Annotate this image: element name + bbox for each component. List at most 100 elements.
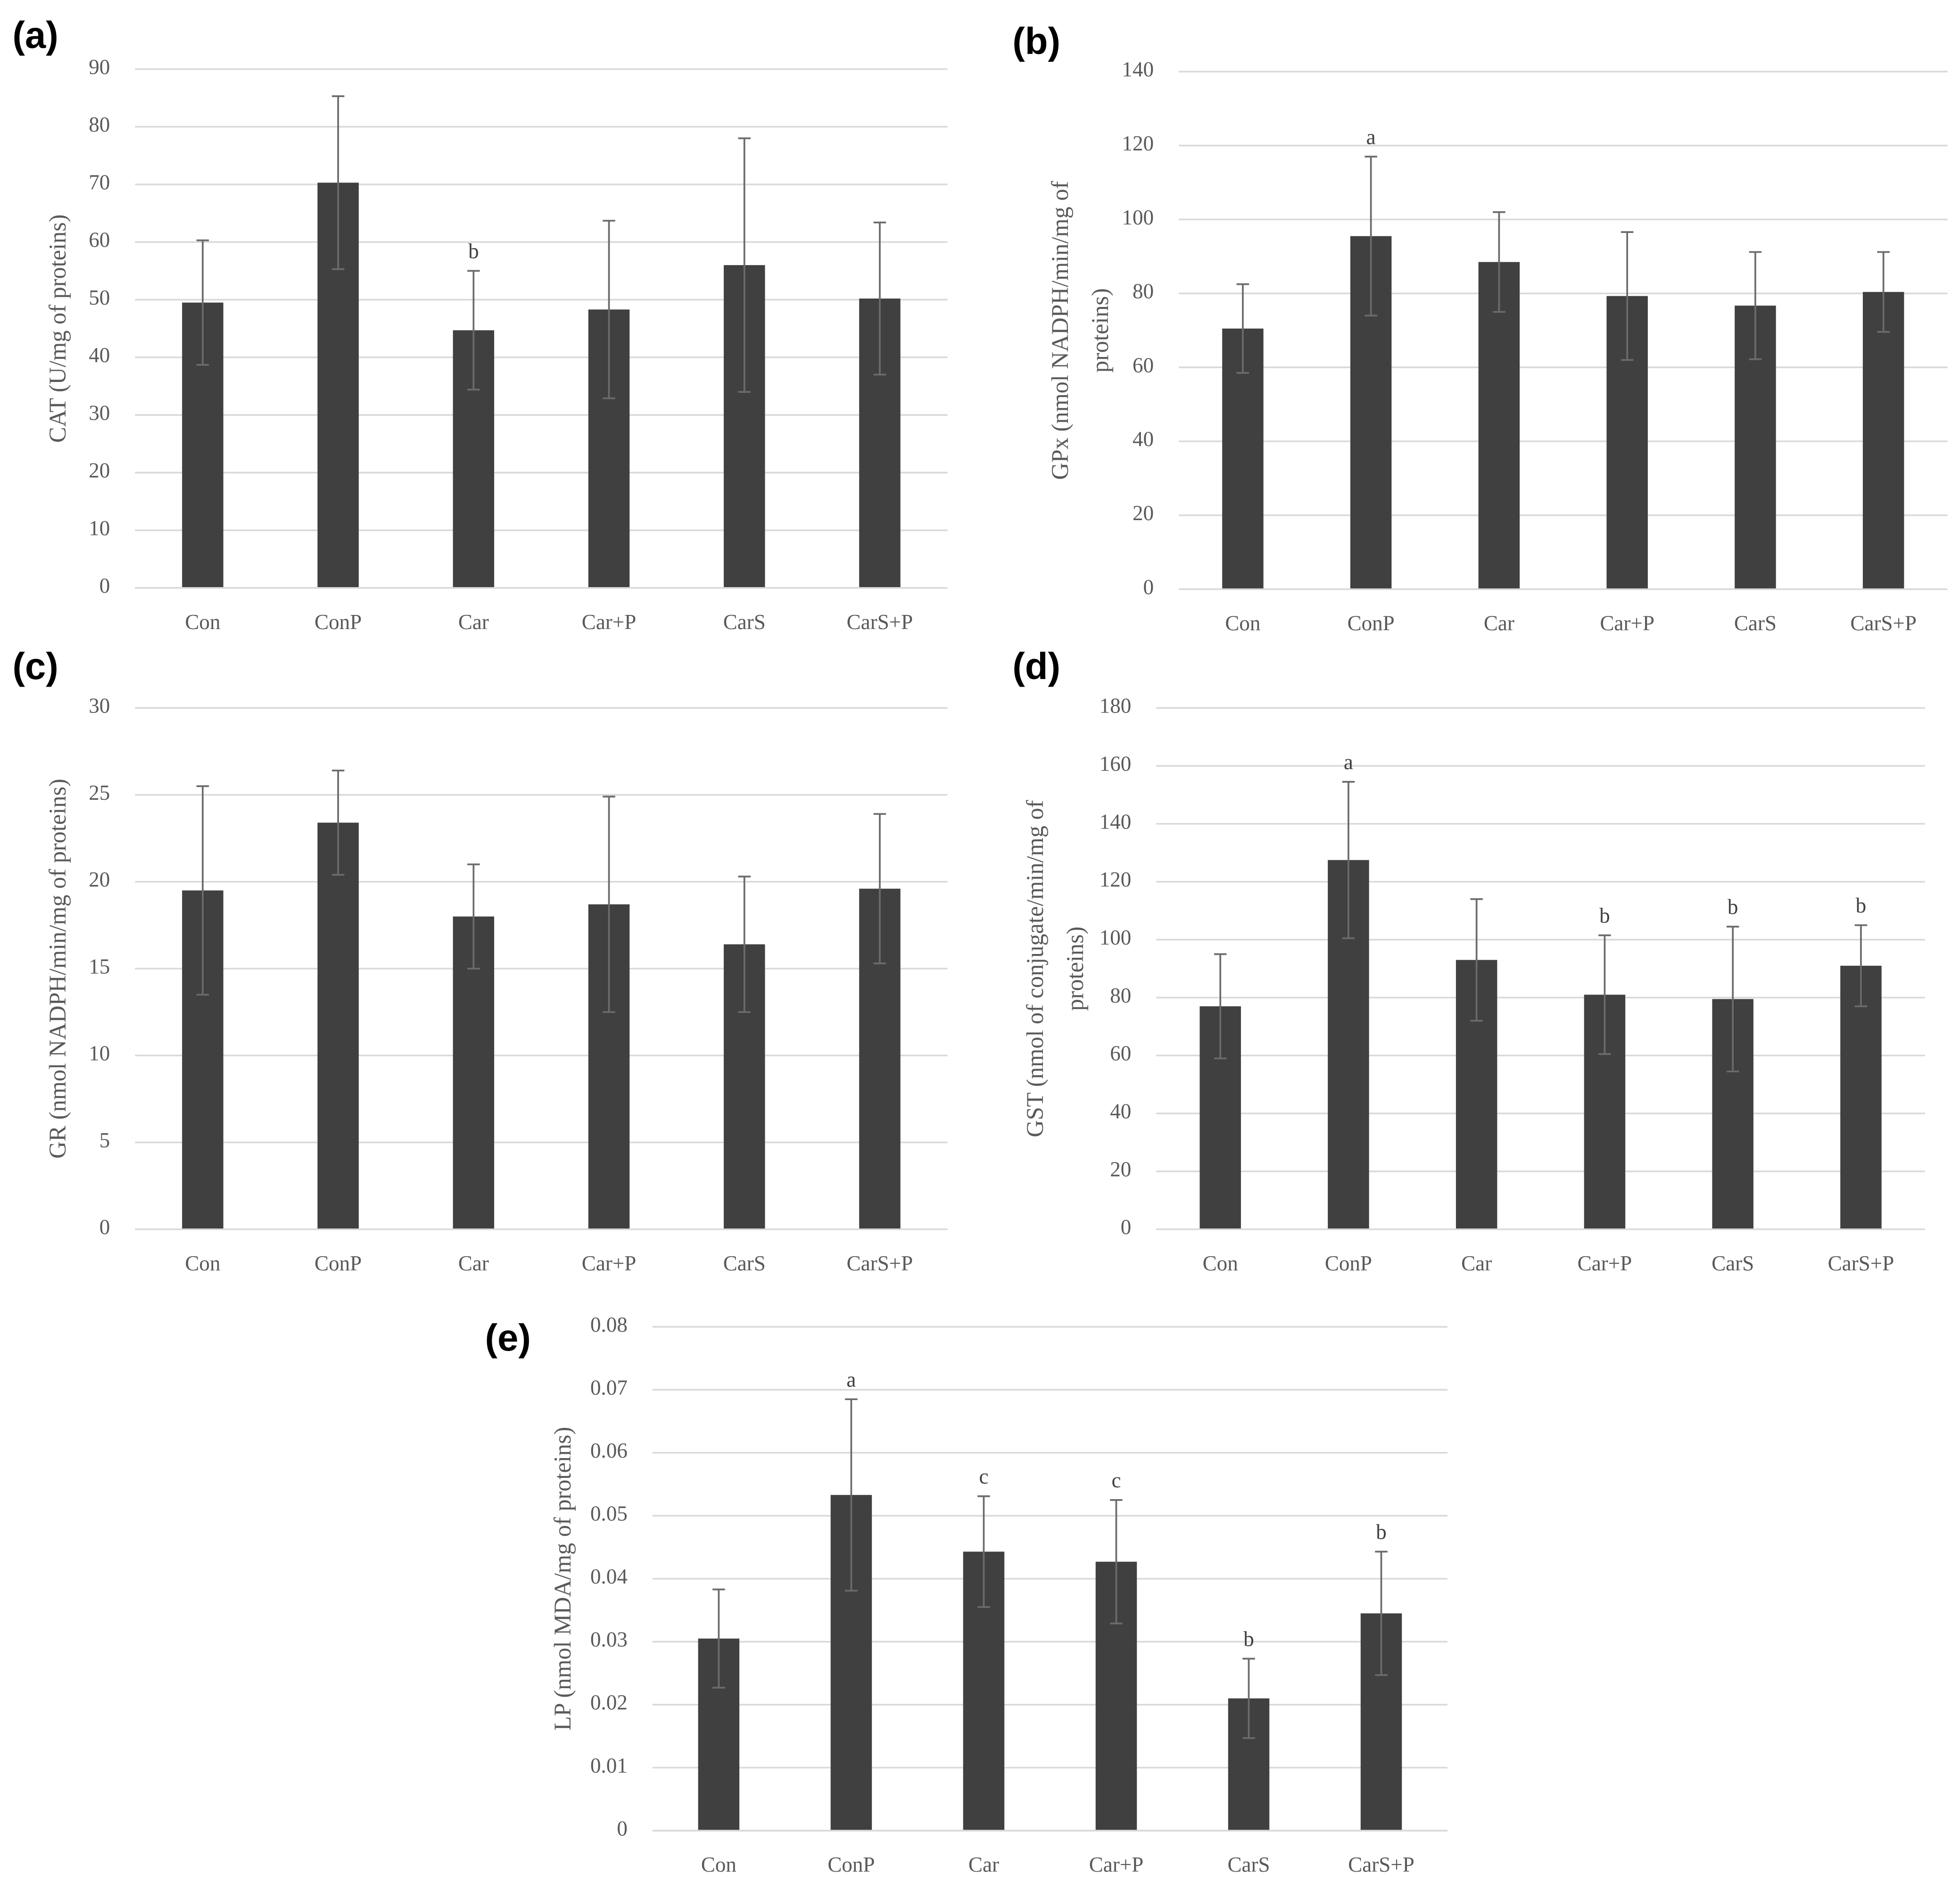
panel-label: (e) — [485, 1317, 531, 1359]
error-bar — [467, 863, 480, 970]
y-tick-label: 140 — [1100, 810, 1132, 833]
y-tick-label: 0.05 — [590, 1502, 628, 1526]
error-bar — [1877, 251, 1890, 333]
y-tick-label: 10 — [89, 1042, 110, 1065]
x-tick-label: ConP — [314, 610, 362, 634]
y-tick-label: 20 — [1133, 501, 1154, 525]
error-bar — [603, 220, 615, 399]
bar — [1862, 292, 1904, 589]
annotation: b — [1856, 894, 1867, 917]
y-tick-label: 15 — [89, 954, 110, 978]
x-tick-label: Car+P — [1600, 612, 1654, 635]
y-tick-label: 40 — [89, 343, 110, 367]
y-tick-label: 70 — [89, 170, 110, 194]
panel-label: (a) — [13, 14, 58, 56]
error-bar — [1214, 953, 1227, 1060]
y-tick-label: 20 — [1110, 1157, 1131, 1181]
x-tick-label: CarS — [723, 610, 766, 634]
y-tick-label: 120 — [1122, 132, 1154, 155]
x-tick-label: Car+P — [1089, 1853, 1144, 1876]
error-bar — [1470, 898, 1483, 1022]
y-tick-label: 0 — [99, 1215, 110, 1239]
y-axis-title: GPx (nmol NADPH/min/mg of — [1047, 181, 1073, 480]
y-tick-label: 60 — [1133, 353, 1154, 377]
y-tick-label: 20 — [89, 868, 110, 891]
x-tick-label: Car — [1461, 1252, 1492, 1275]
y-axis-title: proteins) — [1062, 927, 1088, 1011]
y-axis-title: CAT (U/mg of proteins) — [44, 214, 71, 442]
y-tick-label: 0.04 — [590, 1565, 628, 1588]
x-tick-label: Car+P — [1578, 1252, 1632, 1275]
y-tick-label: 0 — [617, 1816, 628, 1840]
x-tick-label: Car — [458, 1252, 489, 1275]
y-tick-label: 60 — [1110, 1042, 1131, 1065]
error-bar — [1621, 231, 1634, 361]
y-tick-label: 50 — [89, 286, 110, 309]
annotation: b — [468, 240, 479, 263]
error-bar — [1493, 211, 1505, 313]
annotation: a — [1366, 125, 1376, 149]
x-tick-label: CarS — [1712, 1252, 1754, 1275]
y-tick-label: 120 — [1100, 868, 1132, 891]
error-bar — [977, 1495, 990, 1608]
error-bar — [1236, 283, 1249, 374]
y-tick-label: 0 — [1143, 575, 1154, 599]
error-bar — [738, 875, 751, 1013]
x-tick-label: CarS+P — [1850, 612, 1917, 635]
y-tick-label: 0 — [99, 574, 110, 597]
bar — [317, 822, 359, 1229]
bar — [1478, 262, 1520, 589]
y-axis-title: GR (nmol NADPH/min/mg of proteins) — [44, 779, 71, 1159]
error-bar — [331, 770, 345, 876]
annotation: c — [1111, 1468, 1121, 1492]
y-tick-label: 160 — [1100, 752, 1132, 775]
error-bar — [873, 221, 886, 376]
error-bar — [845, 1398, 858, 1592]
error-bar — [738, 137, 751, 393]
x-tick-label: Car+P — [582, 1252, 637, 1275]
y-tick-label: 10 — [89, 516, 110, 540]
x-tick-label: CarS+P — [1348, 1853, 1414, 1876]
y-tick-label: 0.07 — [590, 1376, 628, 1399]
y-tick-label: 140 — [1122, 58, 1154, 81]
y-tick-label: 0.01 — [590, 1754, 628, 1777]
y-tick-label: 100 — [1100, 926, 1132, 949]
x-tick-label: CarS+P — [1828, 1252, 1894, 1275]
y-tick-label: 90 — [89, 55, 110, 79]
annotation: a — [846, 1368, 856, 1391]
y-tick-label: 180 — [1100, 694, 1132, 718]
panel-label: (c) — [13, 645, 58, 687]
x-tick-label: ConP — [1348, 612, 1395, 635]
error-bar — [196, 785, 209, 996]
x-tick-label: CarS+P — [847, 610, 913, 634]
y-tick-label: 20 — [89, 459, 110, 482]
x-tick-label: CarS — [723, 1252, 766, 1275]
y-tick-label: 80 — [89, 113, 110, 136]
y-tick-label: 0 — [1121, 1215, 1132, 1239]
annotation: c — [979, 1465, 988, 1488]
error-bar — [1110, 1499, 1123, 1625]
y-axis-title: proteins) — [1087, 288, 1113, 373]
error-bar — [467, 270, 480, 391]
x-tick-label: ConP — [827, 1853, 875, 1876]
error-bar — [1375, 1551, 1388, 1676]
x-tick-label: Con — [185, 610, 220, 634]
panel-label: (b) — [1012, 20, 1060, 62]
error-bar — [1726, 926, 1739, 1072]
x-tick-label: Car — [968, 1853, 999, 1876]
y-tick-label: 30 — [89, 694, 110, 718]
x-tick-label: Car — [1484, 612, 1514, 635]
y-tick-label: 100 — [1122, 206, 1154, 229]
y-tick-label: 40 — [1133, 427, 1154, 451]
error-bar — [196, 239, 209, 366]
x-tick-label: Con — [1203, 1252, 1238, 1275]
y-axis-title: GST (nmol of conjugate/min/mg of — [1022, 800, 1048, 1137]
x-tick-label: Car — [458, 610, 489, 634]
x-tick-label: Car+P — [582, 610, 637, 634]
y-tick-label: 40 — [1110, 1099, 1131, 1123]
error-bar — [712, 1588, 725, 1689]
error-bar — [1342, 781, 1355, 939]
y-tick-label: 25 — [89, 781, 110, 805]
